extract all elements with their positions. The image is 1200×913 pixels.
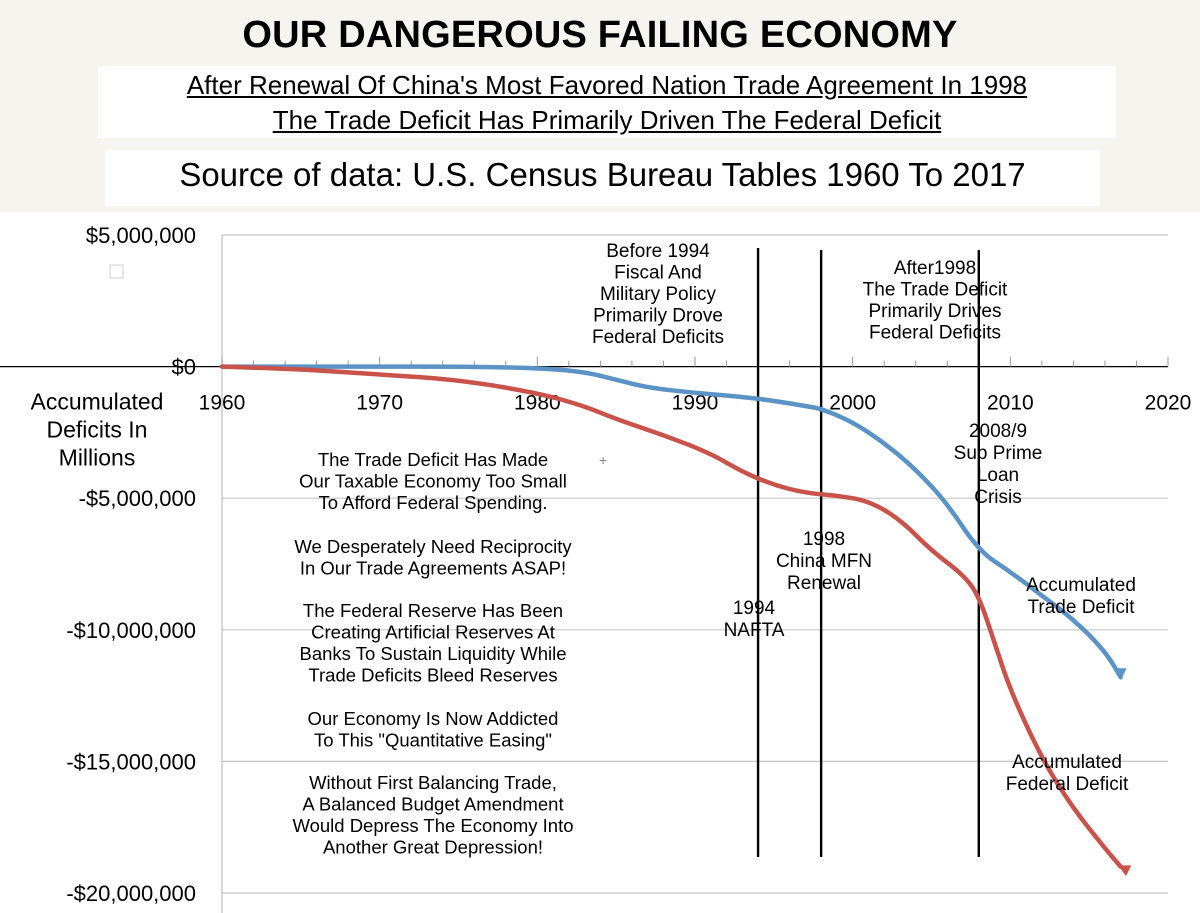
page-title: OUR DANGEROUS FAILING ECONOMY [242, 14, 958, 56]
commentary-5-line-2: A Balanced Budget Amendment [302, 794, 563, 815]
event-label-2008-line-1: 2008/9 [969, 421, 1027, 442]
subtitle-line-1: After Renewal Of China's Most Favored Na… [186, 70, 1028, 100]
commentary-3-line-4: Trade Deficits Bleed Reserves [308, 665, 557, 686]
after-1998-note-line-3: Primarily Drives [869, 301, 1002, 322]
commentary-1-line-1: The Trade Deficit Has Made [318, 449, 548, 470]
y-tick-label: -$5,000,000 [79, 486, 196, 511]
federal-deficit-label-line-1: Accumulated [1012, 752, 1122, 773]
commentary-3-line-2: Creating Artificial Reserves At [311, 622, 555, 643]
after-1998-note-line-1: After1998 [894, 258, 976, 279]
event-label-1998-line-1: 1998 [803, 529, 845, 550]
commentary-4-line-2: To This "Quantitative Easing" [314, 730, 552, 751]
y-tick-label: -$15,000,000 [66, 749, 196, 774]
before-1994-note-line-2: Fiscal And [614, 263, 702, 284]
source-note: Source of data: U.S. Census Bureau Table… [179, 156, 1026, 193]
series-line-trade-deficit [219, 364, 1127, 681]
event-label-1998-line-2: China MFN [776, 551, 872, 572]
y-axis-label-line-1: Accumulated [31, 389, 164, 415]
after-1998-note-line-2: The Trade Deficit [863, 280, 1008, 301]
commentary-1-line-2: Our Taxable Economy Too Small [299, 471, 567, 492]
event-label-1998-line-3: Renewal [787, 573, 861, 594]
subtitle-line-2: The Trade Deficit Has Primarily Driven T… [272, 105, 942, 135]
x-tick-label: 2020 [1145, 392, 1192, 415]
before-1994-note-line-4: Primarily Drove [593, 306, 723, 327]
event-label-1994-line-2: NAFTA [724, 620, 785, 641]
subtitle-box [98, 66, 1116, 138]
y-axis-label-line-3: Millions [59, 445, 136, 471]
y-tick-label: $5,000,000 [86, 223, 196, 248]
after-1998-note-line-4: Federal Deficits [869, 323, 1001, 344]
commentary-3-line-1: The Federal Reserve Has Been [303, 600, 563, 621]
commentary-4-line-1: Our Economy Is Now Addicted [308, 708, 559, 729]
source-box [105, 150, 1100, 206]
commentary-3-line-3: Banks To Sustain Liquidity While [299, 643, 566, 664]
before-1994-note-line-3: Military Policy [600, 284, 717, 305]
trade-deficit-label-line-2: Trade Deficit [1028, 597, 1136, 618]
x-tick-label: 1970 [356, 392, 403, 415]
x-tick-label: 2010 [987, 392, 1034, 415]
commentary-2-line-1: We Desperately Need Reciprocity [294, 536, 572, 557]
commentary-5-line-4: Another Great Depression! [323, 837, 543, 858]
commentary-2-line-2: In Our Trade Agreements ASAP! [300, 558, 566, 579]
y-tick-label: -$10,000,000 [66, 618, 196, 643]
before-1994-note-line-5: Federal Deficits [592, 327, 724, 348]
y-tick-label: -$20,000,000 [66, 881, 196, 906]
x-tick-label: 1960 [199, 392, 246, 415]
federal-deficit-label-line-2: Federal Deficit [1006, 774, 1129, 795]
x-tick-label: 2000 [829, 392, 876, 415]
commentary-5-line-3: Would Depress The Economy Into [292, 815, 573, 836]
trade-deficit-label-line-1: Accumulated [1026, 575, 1136, 596]
x-tick-label: 1990 [672, 392, 719, 415]
event-label-2008-line-4: Crisis [974, 487, 1022, 508]
placeholder-box [109, 264, 124, 279]
commentary-1-line-3: To Afford Federal Spending. [318, 492, 547, 513]
before-1994-note-line-1: Before 1994 [606, 241, 710, 262]
event-label-2008-line-3: Loan [977, 465, 1019, 486]
plus-mark: + [599, 452, 607, 468]
event-label-2008-line-2: Sub Prime [954, 443, 1043, 464]
commentary-5-line-1: Without First Balancing Trade, [309, 772, 557, 793]
y-axis-label-line-2: Deficits In [47, 417, 148, 443]
series-line-federal-deficit [219, 364, 1123, 869]
event-label-1994-line-1: 1994 [733, 598, 776, 619]
